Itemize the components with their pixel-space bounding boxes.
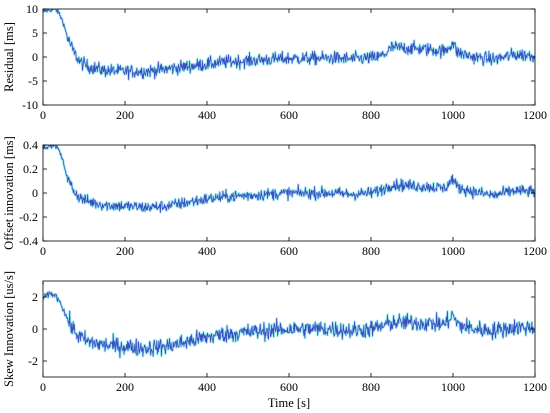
y-tick-label: 2 <box>32 290 38 304</box>
y-tick-label: 10 <box>26 2 38 16</box>
x-tick-label: 1000 <box>441 380 465 394</box>
chart-panel-2: 0 200 400 600 800 1000 1200 0.4 0.2 0 -0.2 -0.4Offs… <box>2 136 547 258</box>
x-tick-label: 200 <box>116 380 134 394</box>
x-tick-label: 400 <box>198 244 216 258</box>
x-tick-label: 0 <box>40 108 46 122</box>
x-tick-label: 400 <box>198 108 216 122</box>
y-axis-label: Offset innovation [ms] <box>2 136 16 250</box>
series-1 <box>43 290 535 359</box>
y-tick-label: -2 <box>28 354 38 368</box>
x-tick-label: 800 <box>362 244 380 258</box>
y-tick-label: -0.2 <box>19 210 38 224</box>
x-tick-label: 600 <box>280 108 298 122</box>
x-tick-label: 200 <box>116 108 134 122</box>
y-axis-label: Skew Innovation [us/s] <box>2 271 16 387</box>
x-tick-label: 800 <box>362 380 380 394</box>
x-tick-label: 1000 <box>441 108 465 122</box>
chart-panel-1: 0 200 400 600 800 1000 1200 10 5 0 -5 -10 Residual [… <box>2 2 547 122</box>
x-tick-label: 600 <box>280 244 298 258</box>
y-tick-label: 0 <box>32 186 38 200</box>
series-halo <box>43 145 535 214</box>
series-1 <box>43 9 535 81</box>
x-tick-label: 0 <box>40 380 46 394</box>
y-tick-label: 0 <box>32 50 38 64</box>
y-tick-label: 0 <box>32 322 38 336</box>
x-tick-label: 600 <box>280 380 298 394</box>
series-halo <box>43 9 535 81</box>
series-line <box>43 291 535 359</box>
x-tick-label: 1200 <box>523 244 547 258</box>
x-tick-label: 200 <box>116 244 134 258</box>
y-tick-label: 0.4 <box>23 138 38 152</box>
x-axis-label: Time [s] <box>268 396 310 410</box>
y-tick-label: -5 <box>28 74 38 88</box>
x-tick-label: 1200 <box>523 380 547 394</box>
x-tick-label: 800 <box>362 108 380 122</box>
series-line <box>43 145 535 213</box>
y-axis-label: Residual [ms] <box>2 22 16 92</box>
y-tick-label: -0.4 <box>19 234 38 248</box>
series-1 <box>43 145 535 214</box>
x-tick-label: 400 <box>198 380 216 394</box>
series-line <box>43 9 535 80</box>
y-tick-label: 0.2 <box>23 162 38 176</box>
x-tick-label: 0 <box>40 244 46 258</box>
y-tick-label: 5 <box>32 26 38 40</box>
y-tick-label: -10 <box>22 98 38 112</box>
x-tick-label: 1200 <box>523 108 547 122</box>
x-tick-label: 1000 <box>441 244 465 258</box>
